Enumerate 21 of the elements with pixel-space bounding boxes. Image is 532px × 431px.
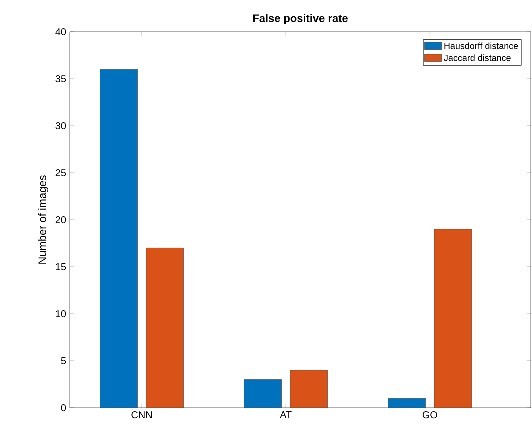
bar [244,380,282,408]
y-tick-label: 40 [56,28,66,36]
x-tick-label: GO [422,412,438,419]
bar [434,229,472,408]
legend-label: Hausdorff distance [444,42,518,50]
y-tick-label: 15 [56,264,66,270]
y-tick-label: 5 [61,358,66,364]
bar [100,69,138,408]
y-tick-label: 10 [56,310,66,318]
x-tick-label: CNN [132,412,152,419]
y-tick-label: 25 [56,169,66,177]
bar [290,370,328,408]
y-tick-label: 20 [56,216,66,224]
y-axis-title: Number of images [38,176,49,264]
y-tick-label: 35 [56,75,66,83]
legend-label: Jaccard distance [444,54,511,62]
chart-title: False positive rate [253,14,348,24]
y-tick-label: 30 [56,122,66,130]
x-tick-label: AT [280,412,292,418]
bar [146,248,184,408]
y-tick-label: 0 [61,404,66,412]
